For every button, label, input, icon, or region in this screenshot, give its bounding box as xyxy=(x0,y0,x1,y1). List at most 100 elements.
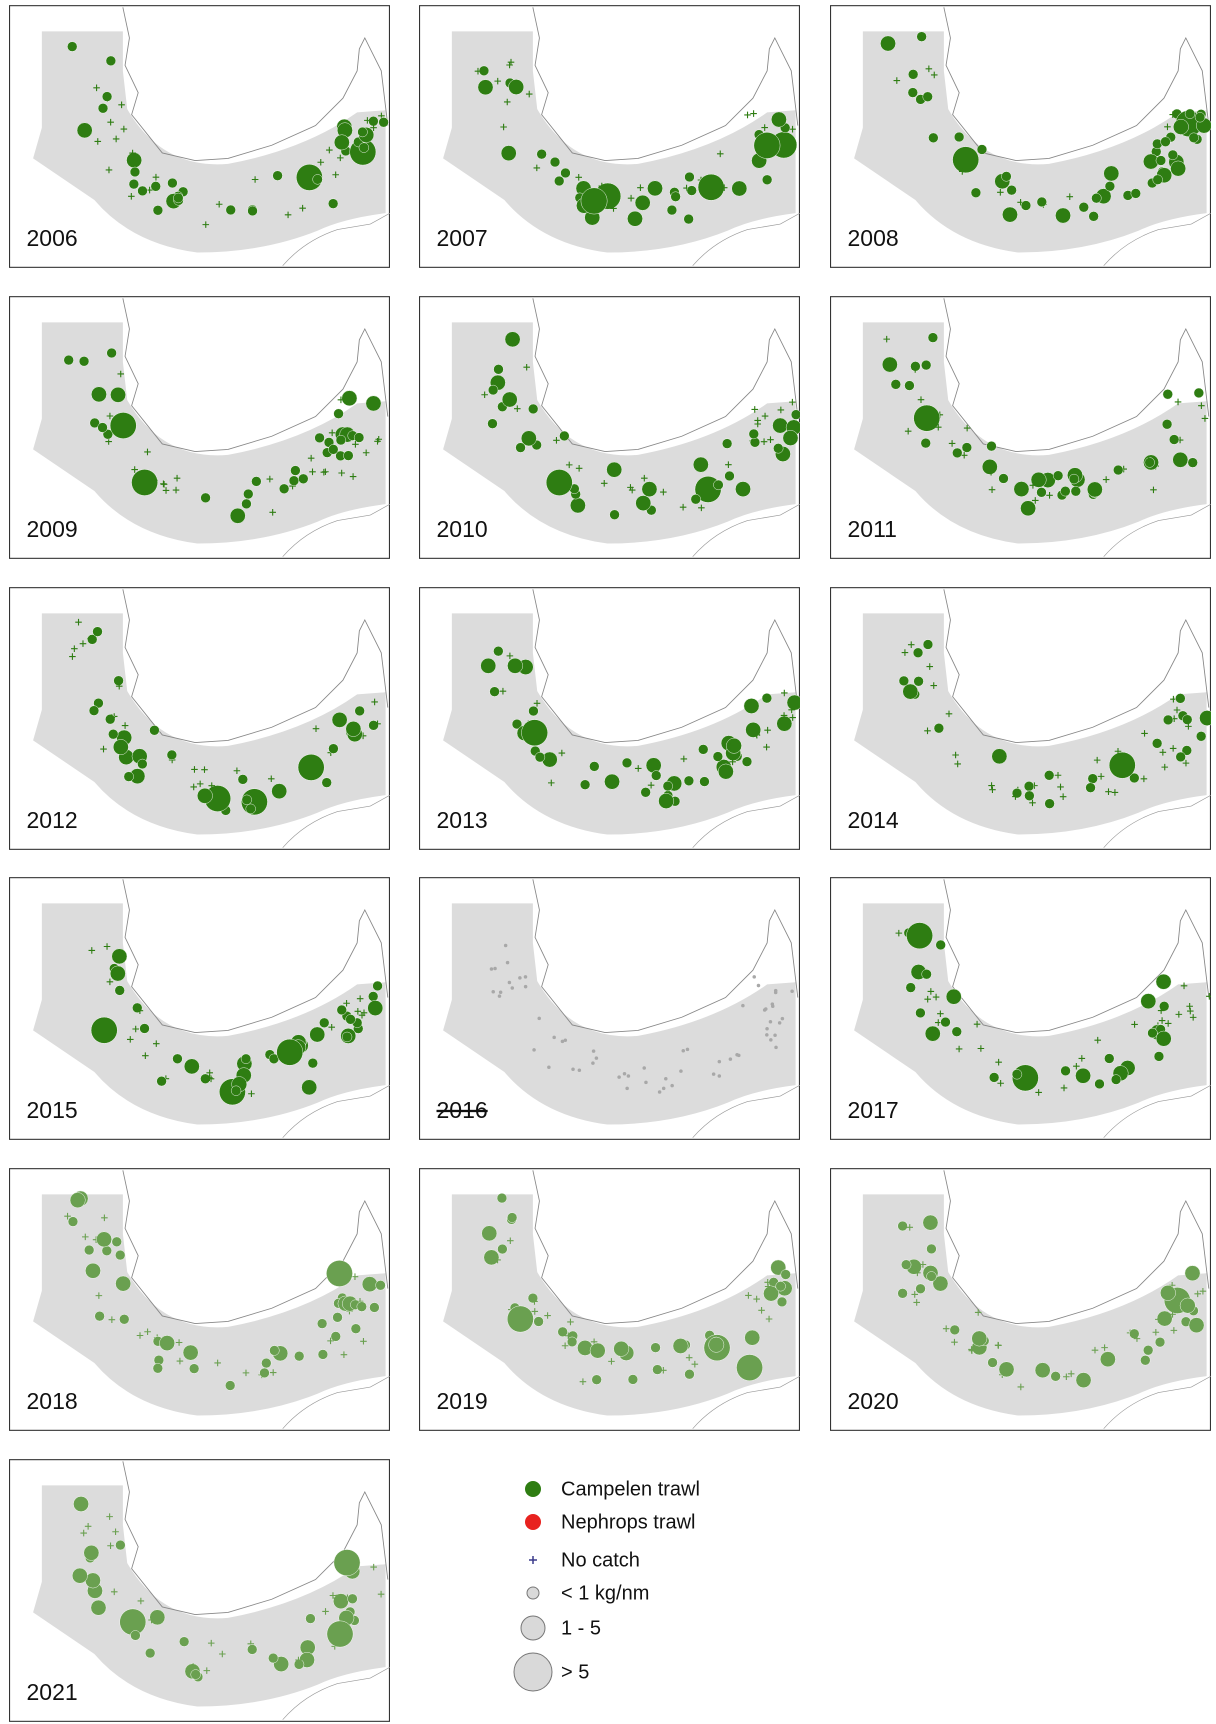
no-catch-marker xyxy=(698,504,705,512)
no-catch-marker xyxy=(214,1359,221,1367)
no-catch-marker xyxy=(320,468,328,476)
no-catch-marker xyxy=(751,406,759,413)
station-dot xyxy=(507,980,512,985)
coastline xyxy=(282,1375,390,1429)
no-catch-marker xyxy=(88,947,96,954)
catch-marker xyxy=(326,1260,353,1287)
station-dot xyxy=(594,1056,599,1060)
catch-marker xyxy=(73,1496,89,1512)
no-catch-marker xyxy=(758,1307,765,1314)
no-catch-marker xyxy=(716,150,724,158)
no-catch-marker xyxy=(172,486,180,494)
no-catch-marker xyxy=(360,1337,367,1345)
no-catch-marker xyxy=(481,391,488,399)
catch-marker xyxy=(332,1312,343,1323)
catch-marker xyxy=(1143,1345,1154,1356)
year-label: 2017 xyxy=(848,1097,899,1123)
catch-marker xyxy=(67,1216,79,1227)
catch-marker xyxy=(1108,751,1136,779)
no-catch-marker xyxy=(106,412,114,420)
catch-markers xyxy=(489,943,794,1094)
catch-marker xyxy=(365,395,382,412)
no-catch-marker xyxy=(952,751,959,759)
map-panel: 2009 xyxy=(9,296,390,559)
legend-label: < 1 kg/nm xyxy=(561,1582,649,1604)
no-catch-marker xyxy=(1057,783,1064,791)
catch-marker xyxy=(515,442,526,453)
catch-marker xyxy=(1182,714,1193,725)
catch-marker xyxy=(101,1245,112,1256)
catch-marker xyxy=(506,1212,518,1223)
legend: Campelen trawl Nephrops trawl No catch <… xyxy=(513,1478,700,1692)
catch-marker xyxy=(137,185,148,197)
catch-marker xyxy=(88,705,100,716)
station-dot xyxy=(523,984,528,989)
catch-marker xyxy=(1168,434,1180,445)
year-label: 2010 xyxy=(437,516,488,542)
no-catch-marker xyxy=(208,782,216,789)
catch-marker xyxy=(508,79,525,95)
catch-marker xyxy=(1154,1337,1166,1348)
catch-marker xyxy=(945,988,962,1005)
no-catch-marker xyxy=(917,966,924,973)
catch-marker xyxy=(1104,1053,1115,1064)
no-catch-marker xyxy=(1059,793,1067,800)
no-catch-marker xyxy=(106,1513,113,1520)
catch-marker xyxy=(736,1354,763,1381)
catch-marker xyxy=(119,1314,130,1325)
catch-marker xyxy=(536,149,547,160)
catch-marker xyxy=(109,965,126,982)
no-catch-marker xyxy=(189,1663,197,1670)
catch-marker xyxy=(114,985,125,996)
catch-marker xyxy=(179,1636,190,1647)
no-catch-marker xyxy=(1169,1310,1176,1318)
catch-marker xyxy=(511,718,523,730)
no-catch-marker xyxy=(190,783,197,791)
survey-area xyxy=(443,903,796,1125)
no-catch-marker xyxy=(108,714,116,721)
catch-marker xyxy=(1152,174,1163,185)
catch-marker xyxy=(1156,1310,1173,1327)
no-catch-marker xyxy=(989,786,996,793)
catch-marker xyxy=(367,1000,384,1016)
catch-marker xyxy=(613,1340,630,1357)
no-catch-marker xyxy=(207,1075,215,1083)
station-dot xyxy=(774,1045,778,1050)
catch-marker xyxy=(741,756,753,767)
catch-marker xyxy=(111,948,128,965)
no-catch-marker xyxy=(343,999,350,1007)
no-catch-marker xyxy=(144,1328,151,1336)
survey-area xyxy=(33,322,386,544)
no-catch-marker xyxy=(1091,1346,1099,1354)
no-catch-marker xyxy=(137,1597,145,1605)
catch-marker xyxy=(276,1038,304,1066)
no-catch-marker xyxy=(82,1233,89,1241)
no-catch-marker xyxy=(248,1090,255,1098)
catch-marker xyxy=(333,134,350,151)
catch-marker xyxy=(690,494,701,505)
legend-symbol xyxy=(526,1586,540,1600)
no-catch-marker xyxy=(362,449,370,457)
no-catch-marker xyxy=(720,184,728,191)
map-panel: 2019 xyxy=(419,1168,800,1431)
catch-marker xyxy=(1075,1372,1092,1389)
catch-marker xyxy=(1055,207,1071,224)
catch-marker xyxy=(278,483,290,494)
no-catch-marker xyxy=(175,1339,183,1346)
catch-marker xyxy=(666,204,678,216)
no-catch-marker xyxy=(219,1650,226,1658)
no-catch-marker xyxy=(531,1298,538,1305)
catch-marker xyxy=(786,694,800,711)
no-catch-marker xyxy=(191,766,198,773)
year-label: 2015 xyxy=(27,1097,78,1123)
no-catch-marker xyxy=(726,743,734,750)
no-catch-marker xyxy=(1161,763,1169,771)
catch-marker xyxy=(94,1311,105,1322)
catch-marker xyxy=(683,775,695,786)
no-catch-marker xyxy=(1157,1007,1165,1014)
catch-marker xyxy=(692,456,709,473)
catch-marker xyxy=(953,131,965,143)
no-catch-marker xyxy=(997,1079,1004,1087)
station-dot xyxy=(491,989,495,994)
